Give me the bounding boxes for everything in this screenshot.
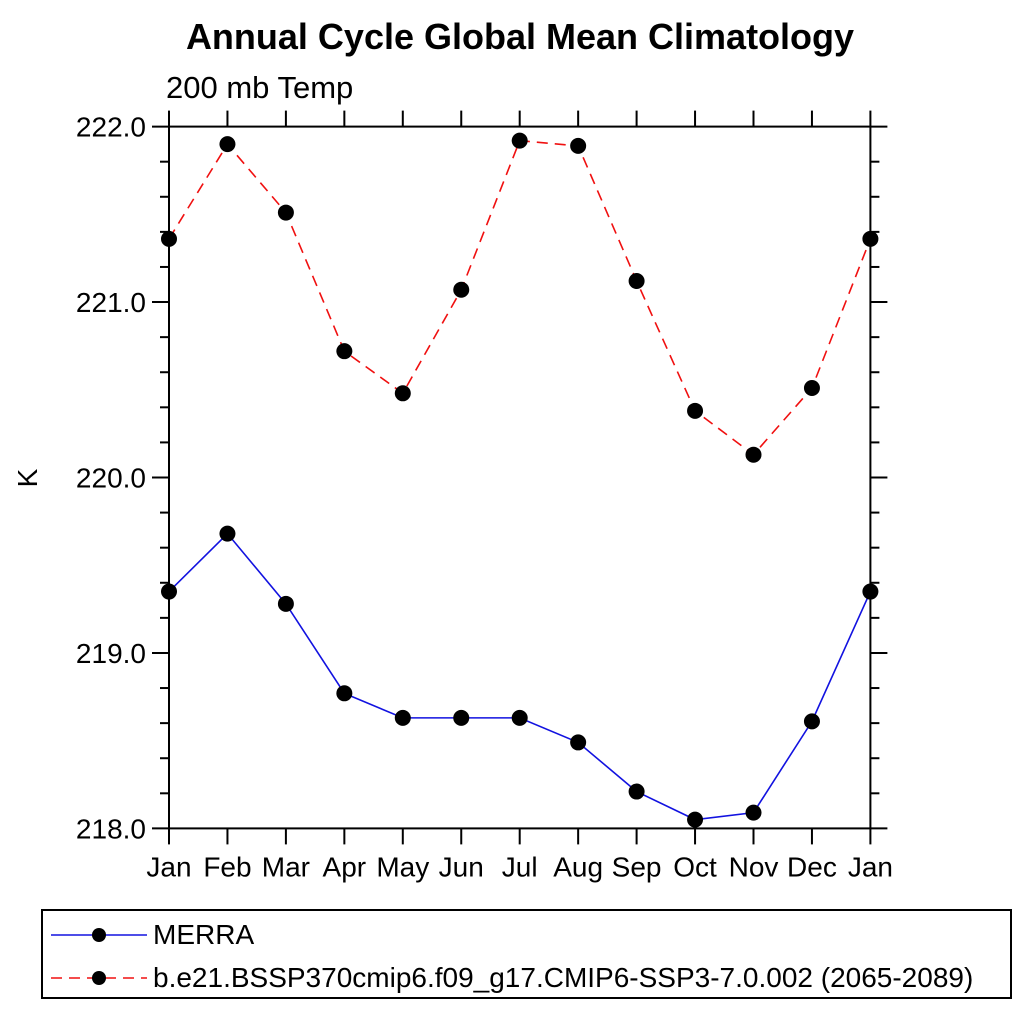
- x-tick-label: Aug: [553, 851, 603, 882]
- data-point: [394, 385, 411, 402]
- chart-title: Annual Cycle Global Mean Climatology: [185, 16, 855, 57]
- x-tick-label: Jul: [502, 851, 538, 882]
- data-point: [803, 380, 820, 397]
- y-tick-label: 218.0: [76, 813, 146, 844]
- data-point: [862, 230, 879, 247]
- x-tick-label: Feb: [203, 851, 251, 882]
- data-point: [628, 783, 645, 800]
- legend-item-model: b.e21.BSSP370cmip6.f09_g17.CMIP6-SSP3-7.…: [49, 964, 973, 992]
- data-point: [336, 685, 353, 702]
- data-point: [161, 583, 177, 600]
- series-line-merra: [168, 532, 872, 821]
- y-tick-label: 219.0: [76, 638, 146, 669]
- data-point: [570, 734, 587, 751]
- x-tick-label: Jun: [439, 851, 484, 882]
- x-tick-label: Dec: [787, 851, 837, 882]
- y-tick-label: 222.0: [76, 112, 146, 143]
- data-point: [687, 811, 704, 828]
- data-point: [628, 272, 645, 289]
- x-tick-label: Jan: [146, 851, 191, 882]
- data-point: [277, 204, 294, 221]
- data-point: [336, 343, 353, 360]
- x-tick-label: May: [376, 851, 429, 882]
- data-point: [687, 402, 704, 419]
- data-point: [511, 132, 528, 149]
- legend-label-model: b.e21.BSSP370cmip6.f09_g17.CMIP6-SSP3-7.…: [153, 962, 974, 993]
- data-point: [511, 709, 528, 726]
- data-point: [862, 583, 879, 600]
- data-point: [219, 136, 236, 153]
- x-tick-label: Mar: [262, 851, 310, 882]
- x-tick-label: Oct: [673, 851, 717, 882]
- model-line-icon: [51, 971, 147, 985]
- chart-subtitle: 200 mb Temp: [166, 70, 354, 105]
- data-point: [803, 713, 820, 730]
- data-point: [745, 804, 762, 821]
- x-tick-label: Jan: [848, 851, 893, 882]
- data-point: [453, 281, 470, 298]
- data-point: [394, 709, 411, 726]
- data-point: [570, 137, 587, 154]
- data-point: [277, 595, 294, 612]
- data-point: [161, 230, 177, 247]
- merra-line-icon: [51, 928, 147, 942]
- legend: MERRA b.e21.BSSP370cmip6.f09_g17.CMIP6-S…: [41, 909, 1012, 999]
- x-tick-label: Apr: [323, 851, 367, 882]
- legend-item-merra: MERRA: [49, 921, 254, 949]
- data-point: [745, 446, 762, 463]
- y-tick-label: 220.0: [76, 463, 146, 494]
- series-line-model: [168, 139, 872, 456]
- x-tick-label: Sep: [612, 851, 662, 882]
- data-point: [219, 525, 236, 542]
- y-tick-label: 221.0: [76, 287, 146, 318]
- legend-label-merra: MERRA: [153, 919, 255, 950]
- data-point: [453, 709, 470, 726]
- x-tick-label: Nov: [729, 851, 779, 882]
